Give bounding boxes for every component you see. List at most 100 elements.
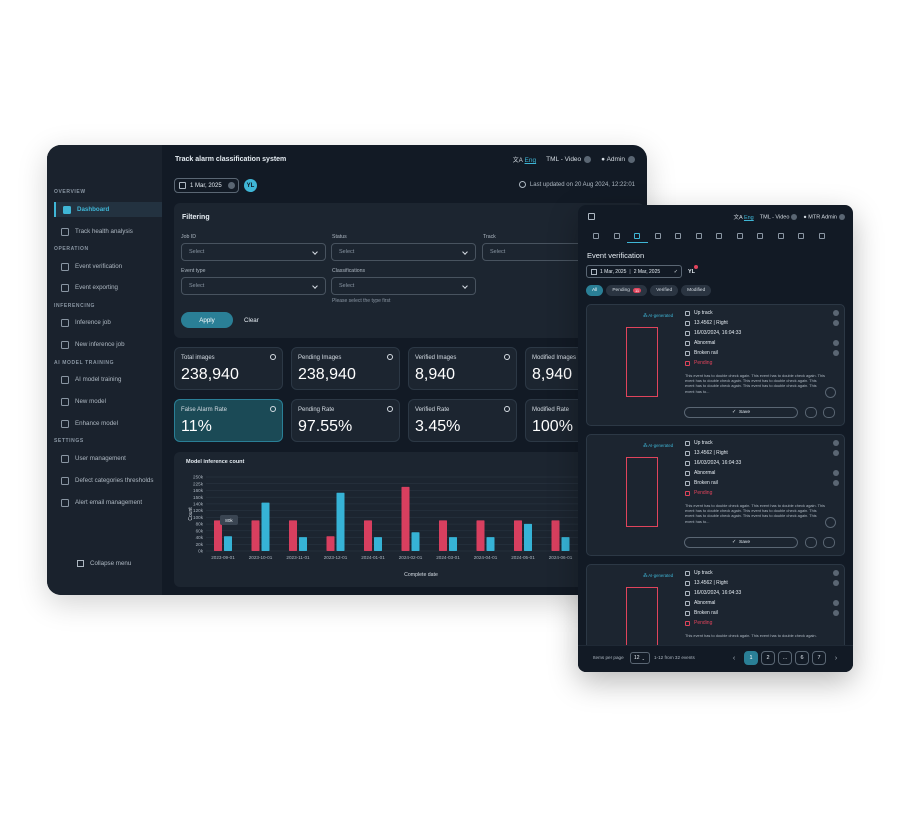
user-menu[interactable]: ● MTR Admin [803,213,845,220]
page-6[interactable]: 6 [795,651,809,665]
event-type-select[interactable]: Select [181,277,326,295]
job-id-select[interactable]: Select [181,243,326,261]
defect-row[interactable]: Broken rail [685,350,839,356]
translate-badge-icon[interactable]: YL [244,179,257,192]
defect-row[interactable]: Broken rail [685,480,839,486]
sidebar-toggle-icon[interactable] [588,213,595,220]
edit-icon[interactable] [825,517,836,528]
edit-icon[interactable] [825,387,836,398]
sidebar-item-label: Event verification [75,263,123,270]
translate-icon: 文A [512,158,523,164]
page-7[interactable]: 7 [812,651,826,665]
sidebar-item-defect-thresholds[interactable]: Defect categories thresholds [54,473,162,488]
user-menu[interactable]: ● Admin [601,155,635,163]
track-row[interactable]: Up track [685,310,839,316]
position-row[interactable]: 13.4562 | Right [685,320,839,326]
copy-icon[interactable] [805,537,817,548]
save-button[interactable]: ✓Save [684,537,798,548]
classifications-select[interactable]: Select [331,277,476,295]
info-icon[interactable] [504,354,510,360]
sidebar-item-track-health[interactable]: Track health analysis [54,224,162,239]
event-image-thumbnail[interactable] [626,457,658,527]
sidebar-item-label: Dashboard [77,206,110,213]
chip-pending[interactable]: Pending 11 [606,285,648,296]
chevron-down-icon [833,470,839,476]
prev-page-icon[interactable]: ‹ [732,654,736,662]
info-icon[interactable] [270,406,276,412]
event-card[interactable]: ⁂ AI-generated Up track 13.4562 | Right 16/… [586,434,845,556]
nav-threshold-icon[interactable] [791,229,812,243]
info-icon[interactable] [270,354,276,360]
sidebar-item-inference-job[interactable]: Inference job [54,315,162,330]
sidebar-item-new-model[interactable]: New model [54,394,162,409]
project-select[interactable]: TML - Video [546,155,592,163]
classification-row[interactable]: Abnormal [685,470,839,476]
sidebar-section-operation: OPERATION [54,246,89,252]
pending-icon [685,620,690,626]
chevron-down-icon [833,440,839,446]
date-picker[interactable]: 1 Mar, 2025 [174,178,239,193]
date-range-picker[interactable]: 1 Mar, 2025 | 2 Mar, 2025 ✓ [586,265,682,278]
copy-icon[interactable] [805,407,817,418]
nav-track-icon[interactable] [607,229,628,243]
nav-dashboard-icon[interactable] [586,229,607,243]
next-page-icon[interactable]: › [834,654,838,662]
nav-model-icon[interactable] [730,229,751,243]
clear-button[interactable]: Clear [244,316,259,324]
position-row[interactable]: 13.4562 | Right [685,580,839,586]
translate-badge-icon[interactable]: YL [686,265,698,277]
page-ellipsis: ... [778,651,792,665]
nav-enhance-icon[interactable] [750,229,771,243]
sidebar-item-event-exporting[interactable]: Event exporting [54,280,162,295]
nav-users-icon[interactable] [771,229,792,243]
refresh-icon[interactable] [823,537,835,548]
sidebar-item-dashboard[interactable]: Dashboard [54,202,162,217]
track-row[interactable]: Up track [685,440,839,446]
position-row[interactable]: 13.4562 | Right [685,450,839,456]
status-select[interactable]: Select [331,243,476,261]
nav-new-job-icon[interactable] [689,229,710,243]
event-image-thumbnail[interactable] [626,327,658,397]
nav-email-icon[interactable] [812,229,833,243]
bar [561,537,570,551]
sidebar-item-user-management[interactable]: User management [54,451,162,466]
language-switch[interactable]: 文A Eng [513,155,536,164]
event-card[interactable]: ⁂ AI-generated Up track 13.4562 | Right 16/… [586,304,845,426]
defect-row[interactable]: Broken rail [685,610,839,616]
refresh-icon[interactable] [518,181,526,188]
refresh-icon[interactable] [823,407,835,418]
collapse-menu-button[interactable]: Collapse menu [77,560,131,567]
sidebar-item-alert-email[interactable]: Alert email management [54,495,162,510]
sidebar-item-new-inference-job[interactable]: New inference job [54,337,162,352]
apply-button[interactable]: Apply [181,312,233,328]
classification-row[interactable]: Abnormal [685,340,839,346]
main-content: Track alarm classification system 文A Eng… [162,145,647,595]
nav-verify-icon[interactable] [627,229,648,243]
page-1[interactable]: 1 [744,651,758,665]
language-switch[interactable]: 文A Eng [734,213,754,221]
stat-value: 3.45% [415,418,461,435]
chip-verified[interactable]: Verified [650,285,679,296]
chip-modified[interactable]: Modified [681,285,712,296]
info-icon[interactable] [387,354,393,360]
sidebar-item-ai-model-training[interactable]: AI model training [54,372,162,387]
project-select[interactable]: TML - Video [760,213,798,220]
chip-all[interactable]: All [586,285,604,296]
bar [336,492,345,551]
nav-job-icon[interactable] [668,229,689,243]
page-2[interactable]: 2 [761,651,775,665]
status-value: Pending [694,360,713,366]
save-button[interactable]: ✓Save [684,407,798,418]
sidebar-item-enhance-model[interactable]: Enhance model [54,416,162,431]
info-icon[interactable] [504,406,510,412]
page-size-select[interactable]: 12 ⌄ [630,652,650,664]
calendar-icon [685,330,690,336]
sidebar-item-event-verification[interactable]: Event verification [54,259,162,274]
nav-training-icon[interactable] [709,229,730,243]
classification-row[interactable]: Abnormal [685,600,839,606]
bar [551,520,560,551]
nav-export-icon[interactable] [648,229,669,243]
info-icon[interactable] [387,406,393,412]
chevron-down-icon [833,310,839,316]
track-row[interactable]: Up track [685,570,839,576]
